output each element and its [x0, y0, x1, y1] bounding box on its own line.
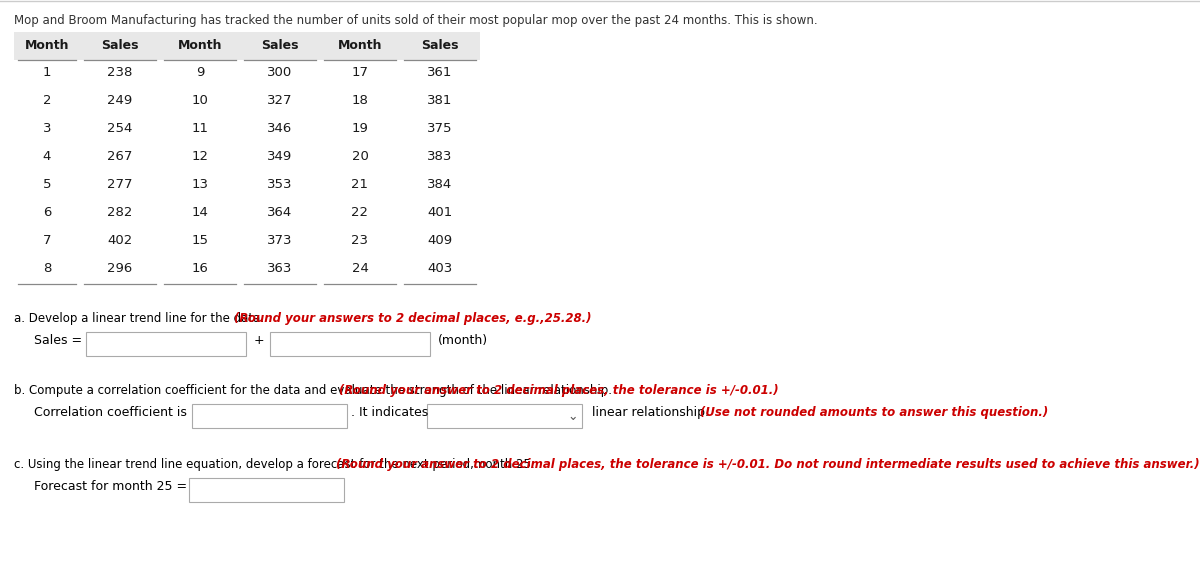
- Text: 375: 375: [427, 121, 452, 134]
- Bar: [192, 404, 347, 428]
- Text: 19: 19: [352, 121, 368, 134]
- Bar: [270, 332, 430, 356]
- Bar: [86, 332, 246, 356]
- Text: 353: 353: [268, 178, 293, 191]
- Text: 5: 5: [43, 178, 52, 191]
- Text: Month: Month: [178, 39, 222, 52]
- Text: 20: 20: [352, 149, 368, 163]
- Text: Sales: Sales: [262, 39, 299, 52]
- Bar: [427, 404, 582, 428]
- Text: Sales =: Sales =: [34, 334, 86, 347]
- Text: Forecast for month 25 =: Forecast for month 25 =: [34, 480, 187, 493]
- Text: 15: 15: [192, 234, 209, 246]
- Text: Mop and Broom Manufacturing has tracked the number of units sold of their most p: Mop and Broom Manufacturing has tracked …: [14, 14, 817, 27]
- Text: 381: 381: [427, 94, 452, 106]
- Text: 267: 267: [107, 149, 133, 163]
- Text: 384: 384: [427, 178, 452, 191]
- Text: 21: 21: [352, 178, 368, 191]
- Text: 11: 11: [192, 121, 209, 134]
- Text: 363: 363: [268, 261, 293, 274]
- Text: . It indicates: . It indicates: [352, 406, 428, 419]
- Text: Correlation coefficient is: Correlation coefficient is: [34, 406, 187, 419]
- Bar: [190, 478, 344, 502]
- Text: 22: 22: [352, 206, 368, 218]
- Text: Sales: Sales: [421, 39, 458, 52]
- Text: 327: 327: [268, 94, 293, 106]
- Text: 10: 10: [192, 94, 209, 106]
- Text: (Round your answer to 2 decimal places, the tolerance is +/-0.01. Do not round i: (Round your answer to 2 decimal places, …: [336, 458, 1200, 471]
- Text: c. Using the linear trend line equation, develop a forecast for the next period,: c. Using the linear trend line equation,…: [14, 458, 539, 471]
- Text: 8: 8: [43, 261, 52, 274]
- Text: 277: 277: [107, 178, 133, 191]
- Text: 349: 349: [268, 149, 293, 163]
- Text: 401: 401: [427, 206, 452, 218]
- Text: 361: 361: [427, 66, 452, 78]
- Text: 346: 346: [268, 121, 293, 134]
- Text: 254: 254: [107, 121, 133, 134]
- Text: 14: 14: [192, 206, 209, 218]
- Text: (month): (month): [438, 334, 488, 347]
- Text: 364: 364: [268, 206, 293, 218]
- Text: 383: 383: [427, 149, 452, 163]
- Text: a. Develop a linear trend line for the data.: a. Develop a linear trend line for the d…: [14, 312, 268, 325]
- Text: 12: 12: [192, 149, 209, 163]
- Text: 1: 1: [43, 66, 52, 78]
- Text: Month: Month: [337, 39, 383, 52]
- Text: 296: 296: [107, 261, 133, 274]
- Text: 249: 249: [107, 94, 133, 106]
- Text: (Use not rounded amounts to answer this question.): (Use not rounded amounts to answer this …: [700, 406, 1049, 419]
- Text: 24: 24: [352, 261, 368, 274]
- Text: b. Compute a correlation coefficient for the data and evaluate the strength of t: b. Compute a correlation coefficient for…: [14, 384, 616, 397]
- Text: (Round your answer to 2 decimal places, the tolerance is +/-0.01.): (Round your answer to 2 decimal places, …: [340, 384, 779, 397]
- Text: 402: 402: [107, 234, 133, 246]
- Text: 238: 238: [107, 66, 133, 78]
- Text: +: +: [254, 334, 265, 347]
- Text: Month: Month: [25, 39, 70, 52]
- Text: linear relationship.: linear relationship.: [588, 406, 713, 419]
- Text: 282: 282: [107, 206, 133, 218]
- Text: 2: 2: [43, 94, 52, 106]
- Text: 3: 3: [43, 121, 52, 134]
- Text: 300: 300: [268, 66, 293, 78]
- Text: (Round your answers to 2 decimal places, e.g.,25.28.): (Round your answers to 2 decimal places,…: [234, 312, 592, 325]
- Text: 403: 403: [427, 261, 452, 274]
- Text: 7: 7: [43, 234, 52, 246]
- Bar: [14, 32, 480, 60]
- Text: 13: 13: [192, 178, 209, 191]
- Text: 9: 9: [196, 66, 204, 78]
- Text: 18: 18: [352, 94, 368, 106]
- Text: ⌄: ⌄: [568, 410, 577, 422]
- Text: 23: 23: [352, 234, 368, 246]
- Text: Sales: Sales: [101, 39, 139, 52]
- Text: 409: 409: [427, 234, 452, 246]
- Text: 4: 4: [43, 149, 52, 163]
- Text: 17: 17: [352, 66, 368, 78]
- Text: 373: 373: [268, 234, 293, 246]
- Text: 16: 16: [192, 261, 209, 274]
- Text: 6: 6: [43, 206, 52, 218]
